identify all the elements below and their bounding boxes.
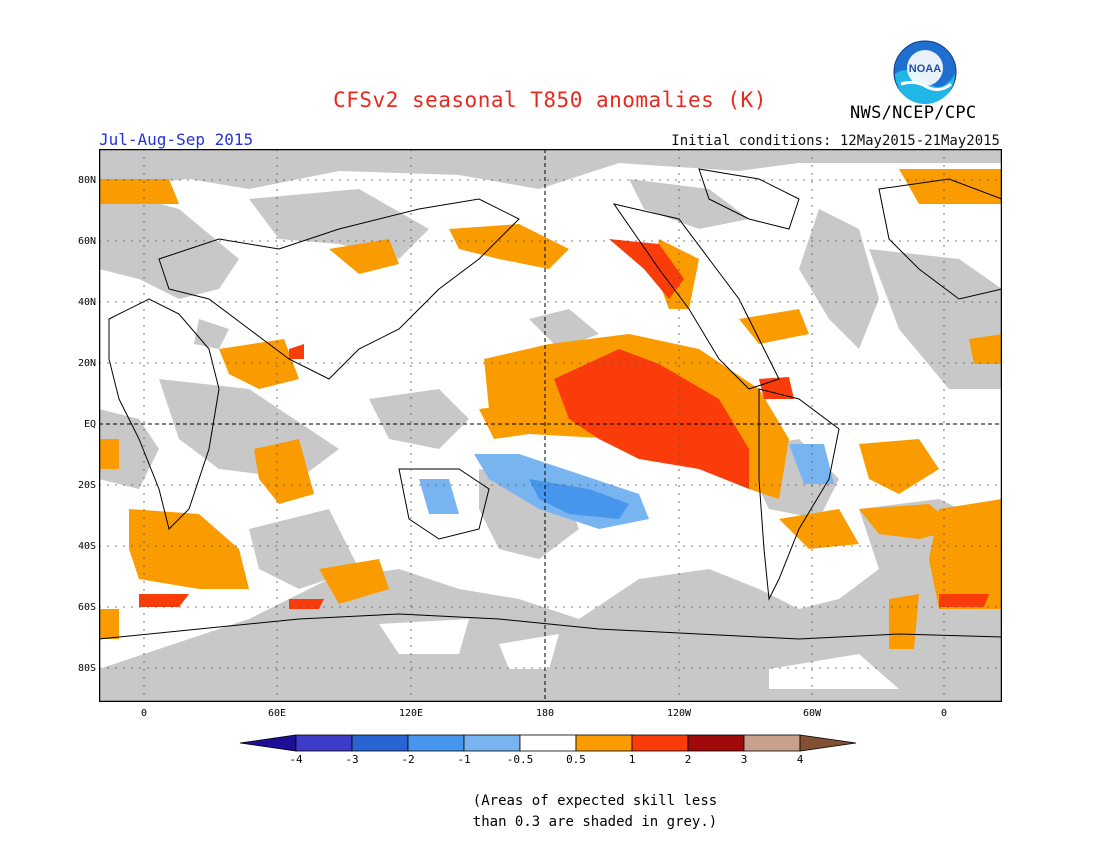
cool-anomaly-m2-m1	[529, 479, 629, 519]
colorbar-tick-label: 4	[796, 753, 804, 766]
colorbar-tick-label: -2	[401, 753, 415, 766]
agency-label: NWS/NCEP/CPC	[850, 103, 977, 123]
colorbar-tick-label: 3	[740, 753, 748, 766]
colorbar-segment	[295, 734, 353, 752]
colorbar-tick-label: -1	[457, 753, 471, 766]
lon-label-0-right: 0	[940, 708, 948, 719]
colorbar-tick-label: 1	[628, 753, 636, 766]
lon-label-0: 0	[140, 708, 148, 719]
colorbar-tick-label: 0.5	[566, 753, 586, 766]
lon-label-180: 180	[535, 708, 555, 719]
lon-label-60w: 60W	[802, 708, 822, 719]
colorbar-segment	[631, 734, 689, 752]
colorbar-tick-label: -4	[289, 753, 303, 766]
colorbar-segment	[463, 734, 521, 752]
colorbar-segment	[575, 734, 633, 752]
anomaly-map	[99, 149, 1002, 702]
lat-label-60s: 60S	[77, 602, 96, 613]
coastlines	[99, 168, 1002, 640]
lat-label-eq: EQ	[83, 419, 96, 430]
map-frame	[99, 149, 1002, 702]
lat-label-60n: 60N	[77, 236, 96, 247]
colorbar-tick-label: 2	[684, 753, 692, 766]
chart-title: CFSv2 seasonal T850 anomalies (K)	[333, 88, 767, 112]
noaa-logo: NOAA	[893, 40, 957, 104]
lon-label-120w: 120W	[666, 708, 692, 719]
colorbar-segment	[519, 734, 577, 752]
logo-text: NOAA	[909, 63, 941, 75]
reference-lines	[99, 149, 1002, 702]
warm-anomaly-1-2	[139, 239, 989, 609]
colorbar-segment	[407, 734, 465, 752]
lat-label-20s: 20S	[77, 480, 96, 491]
initial-conditions: Initial conditions: 12May2015-21May2015	[671, 133, 1000, 149]
graticule	[99, 149, 1002, 702]
colorbar-arrow-high	[799, 734, 857, 752]
skill-note-line-2: than 0.3 are shaded in grey.)	[472, 814, 718, 830]
colorbar-tick-label: -0.5	[506, 753, 534, 766]
lat-label-40s: 40S	[77, 541, 96, 552]
colorbar-tick-label: -3	[345, 753, 359, 766]
lat-label-80s: 80S	[77, 663, 96, 674]
lon-label-60e: 60E	[267, 708, 287, 719]
colorbar	[240, 734, 857, 752]
colorbar-segment	[743, 734, 801, 752]
skill-note-line-1: (Areas of expected skill less	[472, 793, 718, 809]
lon-label-120e: 120E	[398, 708, 424, 719]
skill-area	[379, 619, 899, 689]
colorbar-arrow-low	[240, 734, 297, 752]
low-skill-mask	[99, 149, 1002, 702]
forecast-period: Jul-Aug-Sep 2015	[99, 130, 254, 149]
colorbar-segment	[351, 734, 409, 752]
lat-label-80n: 80N	[77, 175, 96, 186]
lat-label-40n: 40N	[77, 297, 96, 308]
colorbar-segment	[687, 734, 745, 752]
lat-label-20n: 20N	[77, 358, 96, 369]
